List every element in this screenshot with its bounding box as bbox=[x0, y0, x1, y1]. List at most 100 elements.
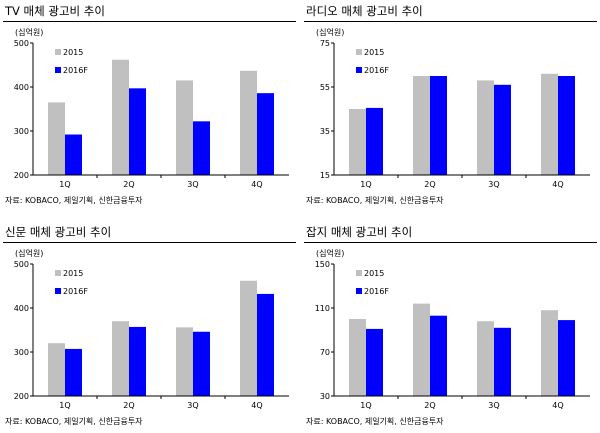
x-tick-label: 4Q bbox=[552, 180, 563, 189]
bar-2015-1Q bbox=[349, 319, 366, 396]
chart-title: TV 매체 광고비 추이 bbox=[5, 4, 105, 18]
source-note: 자료: KOBACO, 제일기획, 신한금융투자 bbox=[306, 196, 444, 205]
bar-2015-4Q bbox=[541, 310, 558, 396]
tv-chart-panel: TV 매체 광고비 추이 (십억원) 200 300 400 500 1Q 2Q 3Q 4Q 20… bbox=[3, 1, 296, 211]
bar-2016F-3Q bbox=[494, 327, 511, 396]
bar-2016F-1Q bbox=[65, 348, 82, 396]
chart-title: 잡지 매체 광고비 추이 bbox=[306, 225, 413, 239]
legend-swatch-2016F bbox=[356, 288, 362, 294]
x-tick-label: 2Q bbox=[123, 401, 134, 410]
bar-2016F-3Q bbox=[494, 84, 511, 175]
panel-header: 신문 매체 광고비 추이 bbox=[3, 222, 296, 243]
legend-swatch-2015 bbox=[356, 270, 362, 276]
bar-2015-3Q bbox=[477, 80, 494, 175]
legend-label-2015: 2015 bbox=[364, 269, 384, 278]
y-tick-label: 400 bbox=[14, 304, 29, 313]
bar-2016F-2Q bbox=[129, 88, 146, 175]
x-tick-label: 3Q bbox=[488, 401, 499, 410]
source-note: 자료: KOBACO, 제일기획, 신한금융투자 bbox=[306, 417, 444, 426]
bar-2016F-4Q bbox=[558, 320, 575, 396]
x-tick-label: 3Q bbox=[488, 180, 499, 189]
bar-2016F-4Q bbox=[257, 93, 274, 175]
y-tick-label: 110 bbox=[315, 304, 330, 313]
y-tick-label: 55 bbox=[320, 83, 330, 92]
legend-label-2016F: 2016F bbox=[364, 66, 389, 75]
bar-2016F-3Q bbox=[193, 121, 210, 175]
legend-label-2016F: 2016F bbox=[63, 287, 88, 296]
bar-2015-1Q bbox=[48, 343, 65, 396]
bar-2015-4Q bbox=[240, 70, 257, 175]
bar-2016F-2Q bbox=[430, 315, 447, 396]
newspaper-chart: (십억원) 200 300 400 500 1Q 2Q 3Q 4Q 2015 2016F bbox=[14, 248, 289, 410]
x-tick-label: 2Q bbox=[424, 401, 435, 410]
bar-2015-2Q bbox=[413, 303, 430, 396]
legend-label-2015: 2015 bbox=[63, 269, 83, 278]
legend-label-2016F: 2016F bbox=[364, 287, 389, 296]
legend-swatch-2016F bbox=[55, 288, 61, 294]
legend-label-2015: 2015 bbox=[364, 48, 384, 57]
legend-swatch-2015 bbox=[55, 49, 61, 55]
x-tick-label: 2Q bbox=[123, 180, 134, 189]
x-tick-label: 1Q bbox=[360, 180, 371, 189]
bar-2015-4Q bbox=[240, 280, 257, 396]
y-tick-label: 30 bbox=[320, 392, 330, 401]
bar-2015-3Q bbox=[477, 321, 494, 396]
bar-2015-2Q bbox=[413, 76, 430, 175]
y-tick-label: 75 bbox=[320, 39, 330, 48]
y-tick-label: 400 bbox=[14, 83, 29, 92]
bar-2015-1Q bbox=[48, 102, 65, 175]
legend-label-2015: 2015 bbox=[63, 48, 83, 57]
bar-2016F-4Q bbox=[558, 76, 575, 175]
chart-title: 라디오 매체 광고비 추이 bbox=[306, 4, 423, 18]
x-tick-label: 3Q bbox=[187, 401, 198, 410]
tv-chart: (십억원) 200 300 400 500 1Q 2Q 3Q 4Q 2015 2016F bbox=[14, 27, 289, 189]
bar-2016F-1Q bbox=[366, 328, 383, 396]
legend-label-2016F: 2016F bbox=[63, 66, 88, 75]
x-tick-label: 4Q bbox=[552, 401, 563, 410]
y-tick-label: 70 bbox=[320, 348, 330, 357]
bar-2015-1Q bbox=[349, 109, 366, 175]
bar-2015-2Q bbox=[112, 321, 129, 396]
bar-2015-3Q bbox=[176, 80, 193, 175]
y-tick-label: 150 bbox=[315, 260, 330, 269]
panel-header: 라디오 매체 광고비 추이 bbox=[304, 1, 597, 22]
panel-header: 잡지 매체 광고비 추이 bbox=[304, 222, 597, 243]
newspaper-chart-panel: 신문 매체 광고비 추이 (십억원) 200 300 400 500 1Q 2Q 3Q 4Q 20… bbox=[3, 222, 296, 432]
unit-label: (십억원) bbox=[15, 27, 43, 37]
unit-label: (십억원) bbox=[15, 248, 43, 258]
unit-label: (십억원) bbox=[316, 27, 344, 37]
y-tick-label: 15 bbox=[320, 171, 330, 180]
bar-2016F-2Q bbox=[129, 326, 146, 396]
x-tick-label: 4Q bbox=[251, 401, 262, 410]
bar-2016F-1Q bbox=[366, 107, 383, 175]
x-tick-label: 1Q bbox=[59, 401, 70, 410]
chart-title: 신문 매체 광고비 추이 bbox=[5, 225, 112, 239]
x-tick-label: 3Q bbox=[187, 180, 198, 189]
x-tick-label: 1Q bbox=[360, 401, 371, 410]
y-tick-label: 500 bbox=[14, 39, 29, 48]
magazine-chart-panel: 잡지 매체 광고비 추이 (십억원) 30 70 110 150 1Q 2Q 3Q 4Q 2015… bbox=[304, 222, 597, 432]
source-note: 자료: KOBACO, 제일기획, 신한금융투자 bbox=[5, 417, 143, 426]
radio-chart: (십억원) 15 35 55 75 1Q 2Q 3Q 4Q 2015 2016F bbox=[316, 27, 590, 189]
y-tick-label: 200 bbox=[14, 392, 29, 401]
bar-2016F-1Q bbox=[65, 134, 82, 175]
legend-swatch-2016F bbox=[356, 67, 362, 73]
x-tick-label: 4Q bbox=[251, 180, 262, 189]
x-tick-label: 1Q bbox=[59, 180, 70, 189]
legend-swatch-2016F bbox=[55, 67, 61, 73]
bar-2015-3Q bbox=[176, 327, 193, 396]
y-tick-label: 500 bbox=[14, 260, 29, 269]
bar-2016F-2Q bbox=[430, 76, 447, 175]
magazine-chart: (십억원) 30 70 110 150 1Q 2Q 3Q 4Q 2015 2016F bbox=[315, 248, 590, 410]
y-tick-label: 300 bbox=[14, 127, 29, 136]
panel-header: TV 매체 광고비 추이 bbox=[3, 1, 296, 22]
bar-2015-4Q bbox=[541, 73, 558, 175]
radio-chart-panel: 라디오 매체 광고비 추이 (십억원) 15 35 55 75 1Q 2Q 3Q 4Q 2015 2… bbox=[304, 1, 597, 211]
unit-label: (십억원) bbox=[316, 248, 344, 258]
bar-2016F-3Q bbox=[193, 331, 210, 396]
y-tick-label: 200 bbox=[14, 171, 29, 180]
y-tick-label: 300 bbox=[14, 348, 29, 357]
y-tick-label: 35 bbox=[320, 127, 330, 136]
bar-2016F-4Q bbox=[257, 293, 274, 396]
bar-2015-2Q bbox=[112, 59, 129, 175]
